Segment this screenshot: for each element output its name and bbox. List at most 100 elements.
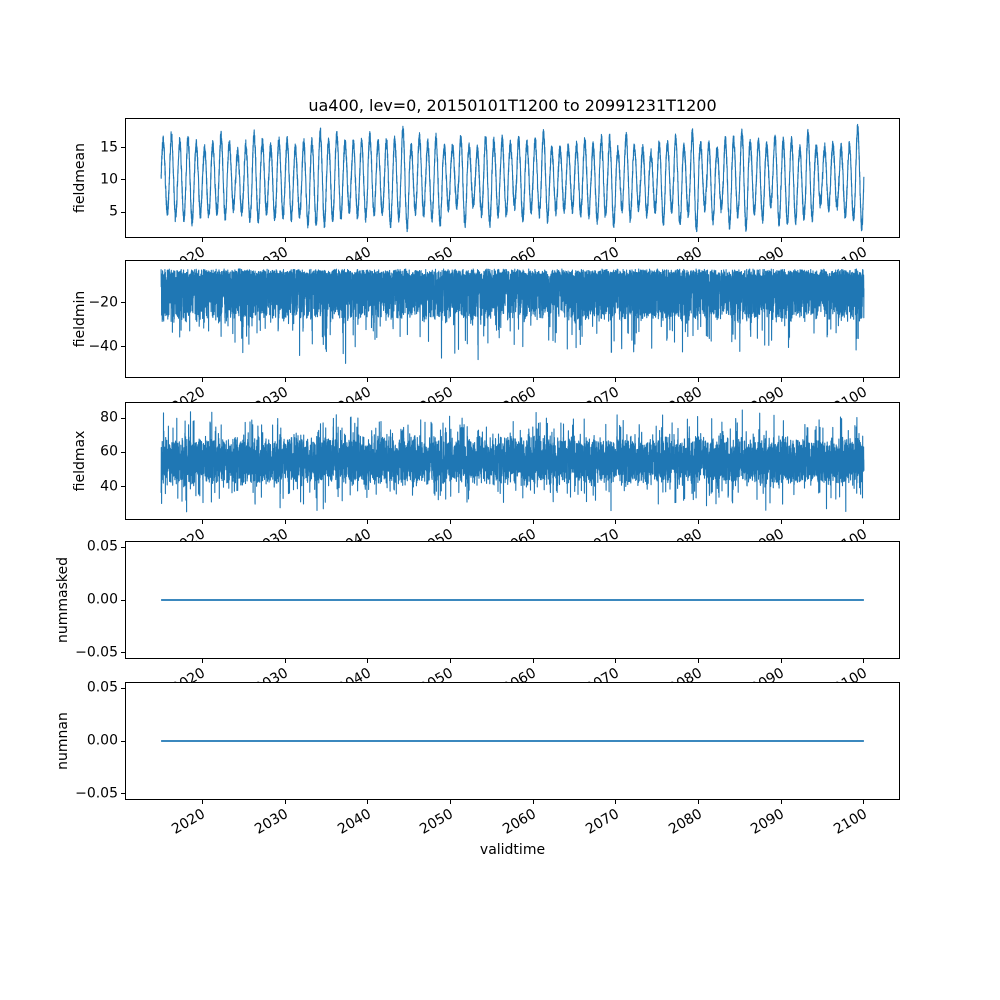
y-tick-label: 80 (100, 410, 118, 427)
y-tick (121, 740, 125, 742)
x-tick (698, 800, 700, 804)
y-axis-label-fieldmean: fieldmean (72, 143, 88, 213)
subplot-fieldmean: fieldmean 510152020203020402050206020702… (72, 118, 900, 276)
x-tick (367, 378, 369, 382)
x-tick (201, 800, 203, 804)
x-tick (284, 378, 286, 382)
y-axis-label-nummasked: nummasked (55, 556, 71, 644)
y-tick-label: 0.00 (86, 732, 118, 749)
y-tick (121, 687, 125, 689)
x-tick (449, 520, 451, 524)
subplot-fieldmin: fieldmin −20 −40 2020 2030 2040 2050 2060 2070 2… (72, 260, 900, 416)
x-tick (284, 520, 286, 524)
x-axis-label: validtime (479, 842, 546, 858)
plot-area-fieldmin (160, 268, 865, 364)
y-tick (121, 211, 125, 213)
x-tick (449, 378, 451, 382)
y-tick-label: 10 (100, 171, 118, 188)
x-tick (780, 238, 782, 242)
y-tick (121, 486, 125, 487)
data-line-fieldmean (160, 123, 865, 233)
x-tick (615, 238, 617, 242)
y-tick-label: 15 (100, 139, 118, 156)
x-tick-label: 2060 (500, 806, 540, 838)
y-axis-label-fieldmax: fieldmax (72, 430, 88, 492)
x-tick (367, 520, 369, 524)
y-tick (121, 599, 125, 601)
data-line-fieldmin (160, 268, 865, 364)
x-tick (284, 800, 286, 804)
y-tick-label: 5 (109, 203, 118, 220)
y-tick (121, 346, 125, 348)
x-tick (532, 800, 534, 804)
plot-area-numnan (161, 740, 864, 742)
x-tick (698, 520, 700, 524)
x-tick-label: 2090 (748, 806, 788, 838)
x-tick (698, 238, 700, 242)
subplot-nummasked: nummasked 0.05 0.00 −0.05 2020 2030 2040 2050 2… (55, 539, 900, 697)
x-tick (780, 520, 782, 524)
x-tick (367, 238, 369, 242)
y-tick-label: −40 (88, 338, 118, 355)
x-tick (615, 800, 617, 804)
x-tick (615, 659, 617, 663)
x-tick-label: 2080 (665, 806, 705, 838)
x-tick (863, 520, 865, 524)
x-tick (615, 378, 617, 382)
x-tick (780, 800, 782, 804)
y-tick (121, 652, 125, 654)
x-tick (201, 238, 203, 242)
x-tick (367, 800, 369, 804)
x-tick (532, 659, 534, 663)
x-tick (367, 659, 369, 663)
x-tick-label: 2100 (830, 806, 870, 838)
y-tick-label: −20 (88, 294, 118, 311)
x-tick-label: 2050 (417, 806, 457, 838)
x-tick (449, 659, 451, 663)
y-tick (121, 302, 125, 304)
x-tick (780, 659, 782, 663)
x-tick (284, 238, 286, 242)
x-tick (863, 800, 865, 804)
x-tick (780, 378, 782, 382)
y-tick-label: 0.00 (86, 591, 118, 608)
x-tick (201, 520, 203, 524)
y-tick (121, 417, 125, 419)
y-tick-label: −0.05 (75, 644, 118, 661)
y-tick (121, 147, 125, 149)
plot-area-fieldmax (160, 409, 865, 513)
x-tick (201, 659, 203, 663)
x-tick (284, 659, 286, 663)
plot-area-fieldmean (160, 123, 865, 233)
y-tick-label: −0.05 (75, 785, 118, 802)
y-tick-label: 0.05 (86, 538, 118, 555)
x-tick (615, 520, 617, 524)
subplot-fieldmax: fieldmax 4060802020203020402050206020702… (72, 402, 900, 558)
y-tick-label: 40 (100, 478, 118, 495)
plot-area-nummasked (161, 599, 864, 601)
x-tick (449, 800, 451, 804)
x-tick (863, 659, 865, 663)
y-tick-label: 60 (100, 444, 118, 461)
y-tick (121, 451, 125, 453)
x-tick (698, 659, 700, 663)
y-axis-label-fieldmin: fieldmin (72, 290, 88, 348)
y-tick (121, 179, 125, 181)
x-tick-label: 2020 (169, 806, 209, 838)
y-tick (121, 546, 125, 548)
data-line-fieldmax (160, 409, 865, 513)
x-tick (863, 238, 865, 242)
x-tick (532, 520, 534, 524)
x-tick (532, 238, 534, 242)
y-tick-label: 0.05 (86, 679, 118, 696)
y-axis-label-numnan: numnan (55, 712, 71, 770)
x-tick (201, 378, 203, 382)
y-tick (121, 793, 125, 795)
x-tick (698, 378, 700, 382)
subplot-numnan: numnan 0.05 0.00 −0.05 2020 2030 2040 2050 2060… (55, 680, 900, 838)
x-tick-label: 2040 (334, 806, 374, 838)
x-tick (532, 378, 534, 382)
x-tick-label: 2030 (252, 806, 292, 838)
x-tick (449, 238, 451, 242)
